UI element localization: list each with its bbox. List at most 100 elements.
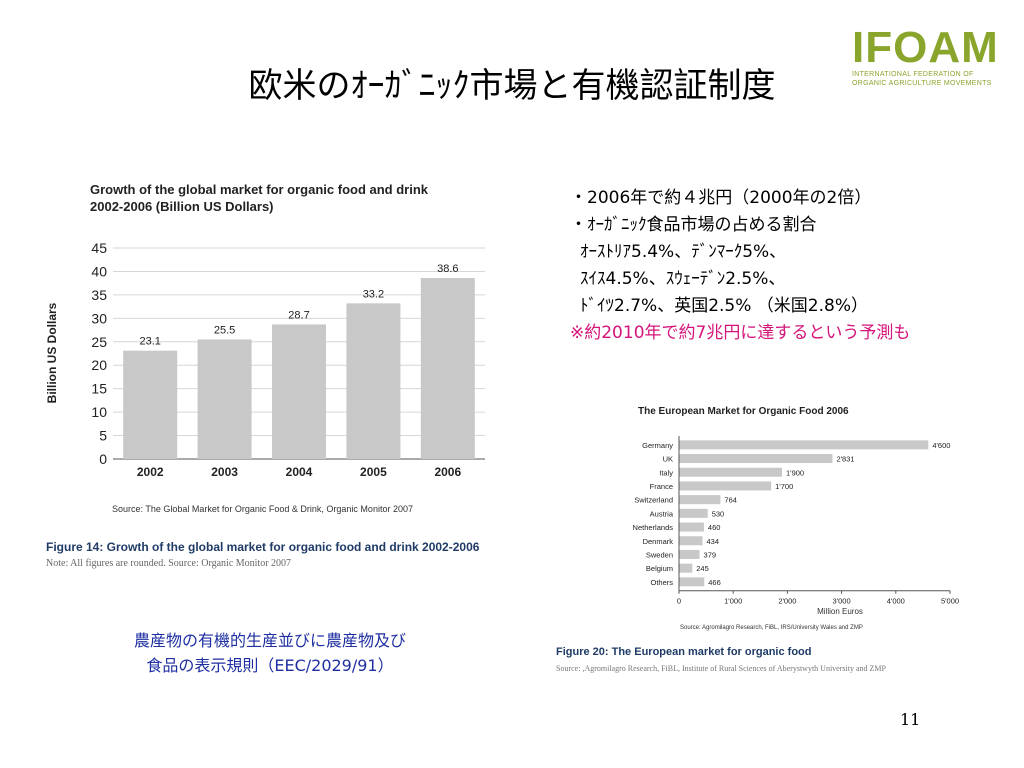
- chart-title-line2: 2002-2006 (Billion US Dollars): [90, 199, 274, 214]
- category-label: Italy: [659, 468, 673, 477]
- chart-title: The European Market for Organic Food 200…: [638, 406, 849, 417]
- bullet-share-1: ｵｰｽﾄﾘｱ5.4%、ﾃﾞﾝﾏｰｸ5%、: [580, 242, 787, 262]
- y-tick-label: 30: [91, 310, 107, 326]
- slide-title: 欧米のｵｰｶﾞﾆｯｸ市場と有機認証制度: [248, 66, 776, 106]
- x-tick-label: 5'000: [941, 597, 959, 606]
- data-label: 466: [708, 578, 721, 587]
- bar: [679, 563, 693, 573]
- logo-mark: IFOAM: [852, 23, 999, 72]
- y-tick-label: 45: [91, 240, 107, 256]
- x-tick-label: 2002: [137, 465, 164, 479]
- bar: [346, 303, 401, 459]
- y-tick-label: 40: [91, 263, 107, 279]
- bar: [679, 577, 705, 587]
- bar: [679, 549, 700, 559]
- category-label: Denmark: [643, 537, 674, 546]
- regulation-caption-line2: 食品の表示規則（EEC/2029/91）: [146, 656, 394, 675]
- bars: [679, 440, 929, 587]
- logo-line2: ORGANIC AGRICULTURE MOVEMENTS: [852, 80, 992, 87]
- bullet-list: ・2006年で約４兆円（2000年の2倍） ・ｵｰｶﾞﾆｯｸ食品市場の占める割合…: [570, 185, 910, 347]
- chart-title-line1: Growth of the global market for organic …: [90, 182, 429, 197]
- x-tick-label: 0: [677, 597, 681, 606]
- y-axis-label: Billion US Dollars: [45, 302, 59, 403]
- bar: [679, 454, 833, 464]
- chart-source: Source: The Global Market for Organic Fo…: [112, 504, 413, 514]
- category-label: France: [650, 482, 673, 491]
- x-tick-label: 4'000: [887, 597, 905, 606]
- y-tick-label: 25: [91, 334, 107, 350]
- y-tick-label: 20: [91, 357, 107, 373]
- category-label: Netherlands: [633, 523, 674, 532]
- bar: [420, 278, 475, 459]
- data-labels: 4'600 2'831 1'900 1'700 764 530 460 434 379 245 46…: [696, 441, 950, 587]
- data-label: 4'600: [932, 441, 950, 450]
- category-labels: Germany UK Italy France Switzerland Austria Ne…: [633, 441, 674, 587]
- x-tick-label: 1'000: [724, 597, 742, 606]
- data-label: 379: [704, 550, 717, 559]
- y-tick-label: 10: [91, 404, 107, 420]
- bullet-share-heading: ・ｵｰｶﾞﾆｯｸ食品市場の占める割合: [570, 215, 817, 235]
- page-number: 11: [900, 710, 921, 729]
- data-label: 245: [696, 564, 709, 573]
- forecast-note: ※約2010年で約7兆円に達するという予測も: [570, 323, 911, 343]
- bar: [679, 522, 704, 532]
- bar: [197, 339, 252, 459]
- category-label: Germany: [642, 441, 673, 450]
- x-tick-label: 2004: [286, 465, 313, 479]
- data-label: 2'831: [836, 455, 854, 464]
- bar: [123, 350, 178, 459]
- category-label: Sweden: [646, 550, 673, 559]
- bars: [123, 278, 475, 459]
- figure-14-caption: Figure 14: Growth of the global market f…: [46, 540, 480, 554]
- x-axis-label: Million Euros: [817, 607, 863, 616]
- bullet-share-3: ﾄﾞｲﾂ2.7%、英国2.5% （米国2.8%）: [580, 296, 868, 316]
- category-label: UK: [663, 455, 673, 464]
- x-tick-label: 2005: [360, 465, 387, 479]
- data-label: 1'900: [786, 468, 804, 477]
- bar: [679, 536, 703, 546]
- chart-source: Source: Agromilagro Research, FiBL, IRS/…: [680, 625, 863, 631]
- data-label: 460: [708, 523, 721, 532]
- data-label: 434: [707, 537, 720, 546]
- category-label: Belgium: [646, 564, 673, 573]
- figure-20-caption: Figure 20: The European market for organ…: [556, 646, 812, 658]
- x-tick-label: 2'000: [778, 597, 796, 606]
- bullet-share-2: ｽｲｽ4.5%、ｽｳｪｰﾃﾞﾝ2.5%、: [580, 269, 786, 289]
- category-label: Others: [650, 578, 673, 587]
- category-label: Switzerland: [634, 496, 673, 505]
- data-label: 530: [712, 509, 725, 518]
- data-label: 1'700: [775, 482, 793, 491]
- y-tick-label: 15: [91, 381, 107, 397]
- y-tick-label: 0: [99, 451, 107, 467]
- figure-14-note: Note: All figures are rounded. Source: O…: [46, 558, 292, 569]
- global-market-chart: Growth of the global market for organic …: [45, 182, 485, 514]
- y-tick-label: 5: [99, 428, 107, 444]
- bar: [679, 508, 708, 518]
- y-tick-label: 35: [91, 287, 107, 303]
- bar: [679, 481, 772, 491]
- figure-20-note: Source: ,Agromilagro Research, FiBL, Ins…: [556, 664, 886, 673]
- bullet-market-size: ・2006年で約４兆円（2000年の2倍）: [570, 188, 872, 208]
- x-tick-label: 3'000: [833, 597, 851, 606]
- data-label: 38.6: [437, 263, 458, 275]
- data-labels: 23.1 25.5 28.7 33.2 38.6: [139, 263, 458, 348]
- bar: [679, 440, 929, 450]
- x-tick-label: 2003: [211, 465, 238, 479]
- regulation-caption: 農産物の有機的生産並びに農産物及び 食品の表示規則（EEC/2029/91）: [100, 628, 440, 678]
- data-label: 33.2: [363, 288, 384, 300]
- x-axis: 0 1'000 2'000 3'000 4'000 5'000: [677, 436, 959, 606]
- data-label: 23.1: [139, 336, 160, 348]
- ifoam-logo: IFOAM INTERNATIONAL FEDERATION OF ORGANI…: [852, 26, 1002, 96]
- regulation-caption-line1: 農産物の有機的生産並びに農産物及び: [133, 631, 406, 650]
- logo-line1: INTERNATIONAL FEDERATION OF: [852, 71, 974, 78]
- category-label: Austria: [650, 509, 674, 518]
- bar: [272, 324, 326, 459]
- x-tick-label: 2006: [434, 465, 461, 479]
- data-label: 25.5: [214, 324, 235, 336]
- european-market-chart: The European Market for Organic Food 200…: [633, 406, 960, 631]
- y-tick-labels: 0 5 10 15 20 25 30 35 40 45: [91, 240, 107, 467]
- data-label: 28.7: [288, 309, 309, 321]
- x-tick-labels: 2002 2003 2004 2005 2006: [137, 465, 462, 479]
- data-label: 764: [724, 496, 737, 505]
- bar: [679, 467, 782, 477]
